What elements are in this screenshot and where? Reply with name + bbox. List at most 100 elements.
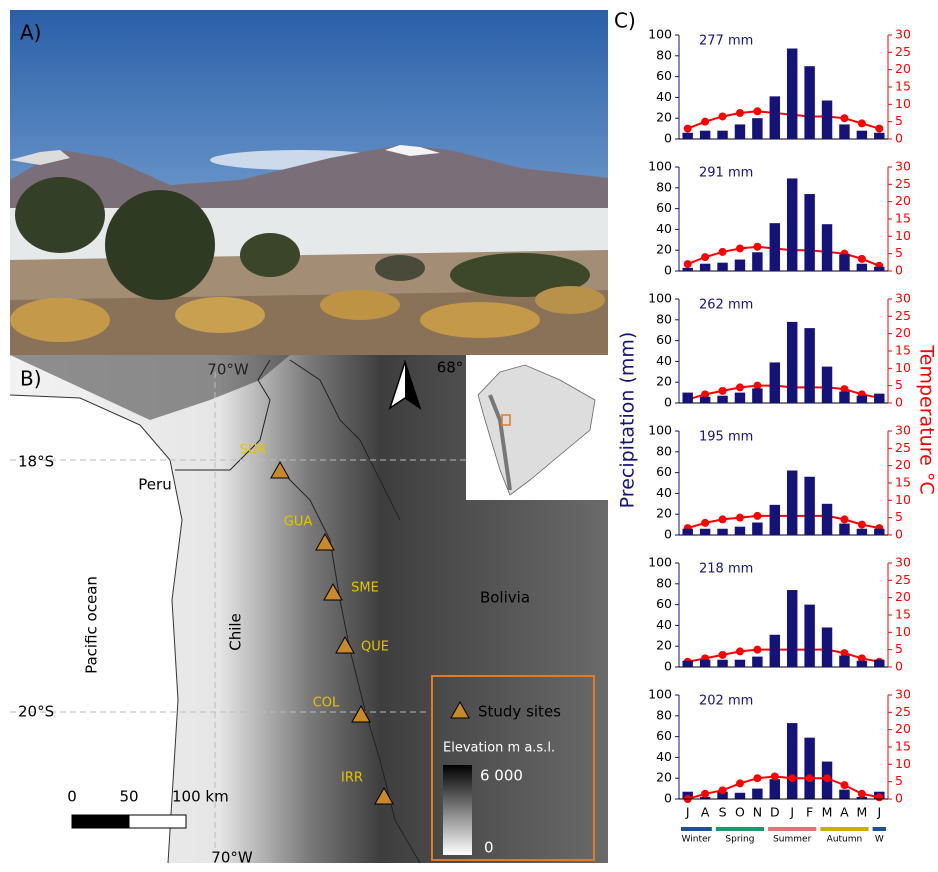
bar xyxy=(717,263,727,271)
bar xyxy=(874,529,884,535)
y-tick-label: 40 xyxy=(656,353,672,368)
bar xyxy=(874,660,884,667)
site-label: QUE xyxy=(361,640,389,655)
y-tick-label: 20 xyxy=(656,374,672,389)
x-tick-label: O xyxy=(735,805,745,820)
line xyxy=(688,247,880,266)
y-tick-label: 60 xyxy=(656,464,672,479)
bar xyxy=(752,523,762,535)
y2-tick-label: 25 xyxy=(895,308,911,323)
x-tick-label: M xyxy=(822,805,833,820)
bar xyxy=(804,328,814,403)
country-label: Chile xyxy=(227,613,245,651)
x-tick-label: A xyxy=(701,805,710,820)
bar xyxy=(682,133,692,139)
y2-tick-label: 20 xyxy=(895,721,911,736)
point xyxy=(840,114,848,122)
bar xyxy=(804,66,814,139)
y2-tick-label: 30 xyxy=(895,555,911,570)
point xyxy=(858,790,866,798)
bar xyxy=(839,524,849,535)
y2-tick-label: 5 xyxy=(895,113,903,128)
site-label: GUA xyxy=(284,515,313,530)
panel-label: A) xyxy=(20,21,41,45)
line xyxy=(688,516,880,528)
y2-tick-label: 10 xyxy=(895,624,911,639)
point xyxy=(719,387,727,395)
point xyxy=(736,383,744,391)
bar xyxy=(787,471,797,535)
figure: A) B) Peru Chile Bolivia Pacific ocean 7… xyxy=(0,0,938,868)
line xyxy=(688,776,880,799)
y2-tick-label: 0 xyxy=(895,395,903,410)
annotation: 262 mm xyxy=(699,298,753,313)
y2-tick-label: 30 xyxy=(895,291,911,306)
bar xyxy=(682,529,692,535)
point xyxy=(736,244,744,252)
y2-tick-label: 10 xyxy=(895,756,911,771)
y-tick-label: 80 xyxy=(656,47,672,62)
y2-tick-label: 30 xyxy=(895,687,911,702)
bar xyxy=(839,790,849,799)
point xyxy=(858,255,866,263)
y2-tick-label: 10 xyxy=(895,492,911,507)
point xyxy=(771,772,779,780)
y-tick-label: 0 xyxy=(664,263,672,278)
season-bar xyxy=(873,827,886,831)
lat-label: 18°S xyxy=(18,453,54,471)
y-tick-label: 80 xyxy=(656,311,672,326)
point xyxy=(736,779,744,787)
panel-label: C) xyxy=(614,9,636,33)
bar xyxy=(857,131,867,139)
y-axis-title: Precipitation (mm) xyxy=(617,332,639,509)
point xyxy=(701,790,709,798)
y-tick-label: 80 xyxy=(656,575,672,590)
bar xyxy=(752,118,762,139)
season-bar xyxy=(716,827,764,831)
bar xyxy=(770,779,780,799)
y2-tick-label: 25 xyxy=(895,44,911,59)
bar xyxy=(700,529,710,535)
site-label: COL xyxy=(313,696,340,711)
bar xyxy=(787,178,797,271)
y2-tick-label: 20 xyxy=(895,457,911,472)
point xyxy=(736,647,744,655)
y2-tick-label: 0 xyxy=(895,659,903,674)
season-bar xyxy=(820,827,868,831)
season-bar xyxy=(681,827,712,831)
bar xyxy=(804,477,814,535)
bar xyxy=(857,661,867,667)
annotation: 202 mm xyxy=(699,694,753,709)
point xyxy=(858,119,866,127)
bar xyxy=(735,660,745,667)
photo xyxy=(10,10,608,355)
season-bar xyxy=(768,827,816,831)
x-tick-label: N xyxy=(753,805,762,820)
y-tick-label: 100 xyxy=(648,555,672,570)
annotation: 195 mm xyxy=(699,430,753,445)
scale-label: 0 xyxy=(67,788,77,806)
x-tick-label: J xyxy=(876,805,881,820)
point xyxy=(823,774,831,782)
y2-tick-label: 15 xyxy=(895,607,911,622)
y-tick-label: 0 xyxy=(664,791,672,806)
y2-tick-label: 30 xyxy=(895,423,911,438)
point xyxy=(719,515,727,523)
y-tick-label: 100 xyxy=(648,291,672,306)
y2-tick-label: 0 xyxy=(895,263,903,278)
point xyxy=(701,118,709,126)
bar xyxy=(735,527,745,535)
y-tick-label: 100 xyxy=(648,423,672,438)
y2-tick-label: 15 xyxy=(895,79,911,94)
y2-tick-label: 25 xyxy=(895,440,911,455)
point xyxy=(719,112,727,120)
ocean-label: Pacific ocean xyxy=(83,576,101,674)
y2-tick-label: 0 xyxy=(895,527,903,542)
bar xyxy=(717,396,727,403)
site-label: SUR xyxy=(240,443,267,458)
x-tick-label: D xyxy=(770,805,780,820)
y2-tick-label: 25 xyxy=(895,176,911,191)
y-tick-label: 20 xyxy=(656,110,672,125)
point xyxy=(875,125,883,133)
season-label: W xyxy=(875,835,884,845)
